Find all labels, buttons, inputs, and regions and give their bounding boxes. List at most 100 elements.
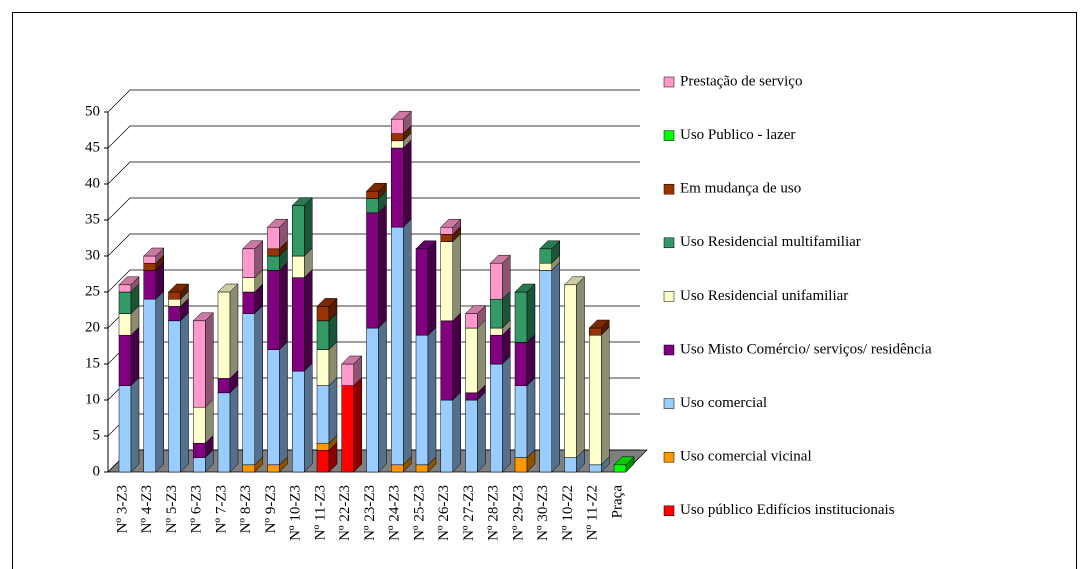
x-tick-label: Nº 30-Z3 [535,485,551,541]
x-tick-label: Nº 10-Z2 [560,485,576,541]
bar-segment [490,334,503,365]
bar-side [130,326,140,387]
bar-side [130,376,140,473]
legend-label: Uso público Edifícios institucionais [680,502,895,518]
legend-swatch [663,344,675,356]
bar-segment [316,442,330,451]
y-tick-label: 35 [85,211,100,227]
bar-segment [391,133,404,142]
x-tick-label: Nº 26-Z3 [436,485,452,541]
bar-side [526,283,536,344]
bar-top [143,247,165,257]
y-tick-label: 40 [85,175,100,191]
bar-top [563,276,586,286]
bar-side [304,268,313,372]
bar-segment [391,226,404,466]
bar-segment [440,320,453,401]
bar-top [118,276,140,286]
bar-top [316,298,338,307]
bar-segment [465,327,478,394]
bar-segment [143,298,156,473]
grid-line [107,125,640,149]
bar-side [576,276,585,459]
bar-side [279,340,288,466]
bar-segment [465,313,478,329]
y-tick-label: 0 [93,463,101,479]
bar-segment [415,334,429,466]
bar-top [415,240,437,250]
bar-top [242,240,264,250]
bar-segment [514,342,528,386]
bar-segment [366,198,379,214]
bar-segment [168,306,181,322]
bar-segment [539,262,552,271]
x-tick-label: Nº 28-Z3 [486,485,502,541]
bar-side [328,376,338,444]
bar-side [526,333,536,387]
y-tick-label: 25 [85,283,100,299]
legend-label: Uso comercial vicinal [680,449,812,465]
legend-swatch [663,451,675,463]
x-tick-label: Nº 23-Z3 [362,485,378,541]
bar-side [452,391,461,473]
bar-side [403,218,412,466]
y-tick-label: 20 [85,319,100,335]
bar-segment [217,378,231,394]
x-tick-label: Nº 7-Z3 [213,485,229,533]
bar-segment [341,385,354,473]
bar-side [403,139,412,228]
bar-segment [539,248,552,264]
bar-segment [267,255,280,271]
legend-swatch [663,291,675,302]
x-tick-label: Nº 29-Z3 [510,485,526,541]
x-tick-label: Nº 24-Z3 [387,485,403,541]
y-tick-label: 10 [85,391,100,407]
bar-top [539,240,561,250]
legend-label: Uso Residencial unifamiliar [680,288,848,304]
bar-segment [514,457,528,473]
bar-segment [440,234,453,242]
bar-segment [465,399,478,473]
bar-top [291,197,313,206]
y-tick-label: 50 [85,103,100,119]
bar-segment [168,291,181,300]
bar-segment [292,370,305,473]
bar-side [180,312,189,473]
bar-segment [490,327,503,336]
bar-side [155,290,164,473]
grid-line [107,161,640,185]
bar-top [192,312,214,322]
legend-label: Prestação de serviço [680,73,802,89]
grid-line [107,269,640,293]
bar-side [254,304,263,466]
bar-side [279,261,288,351]
bar-segment [366,212,379,329]
bar-segment [415,248,429,336]
legend-swatch [663,130,675,141]
bar-segment [440,226,453,235]
bar-segment [242,464,255,473]
x-tick-label: Praça [609,485,625,519]
bar-segment [391,118,404,134]
x-tick-label: Nº 6-Z3 [189,485,205,533]
bar-segment [514,291,528,343]
bar-segment [564,284,577,458]
bar-segment [415,464,429,473]
bar-top [390,110,412,120]
bar-side [427,240,437,336]
bar-top [514,283,536,293]
legend-swatch [663,505,675,517]
bar-side [601,326,610,466]
bar-segment [316,306,330,322]
grid-line [107,233,640,257]
bar-segment [118,313,132,336]
bar-segment [242,291,255,314]
bar-segment [267,226,280,250]
y-tick-label: 45 [85,139,100,155]
x-tick-label: Nº 25-Z3 [411,485,427,541]
bar-segment [118,334,132,386]
bar-segment [366,327,379,473]
bar-side [551,261,560,473]
bar-segment [589,334,602,466]
